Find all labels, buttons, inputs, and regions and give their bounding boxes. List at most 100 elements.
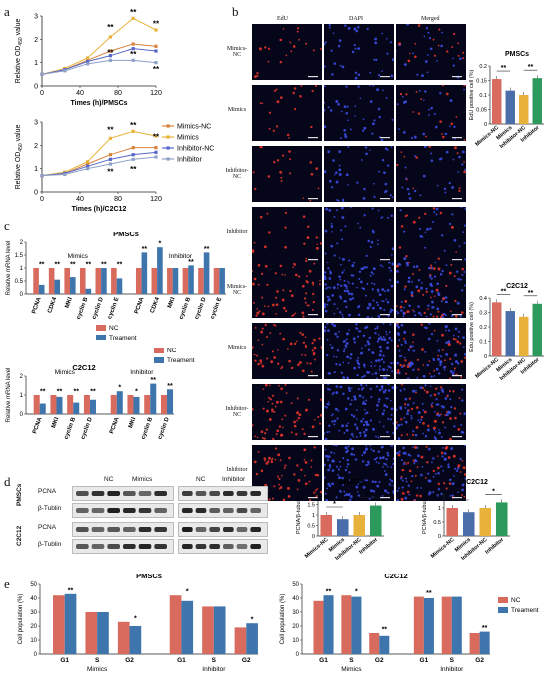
cell-dot	[327, 455, 331, 459]
cell-dot	[408, 276, 411, 279]
cell-dot	[426, 461, 429, 464]
blot-band	[195, 491, 207, 496]
category-label: Inhibitor	[484, 536, 505, 555]
category-label: MKI	[51, 416, 61, 429]
cell-dot	[279, 433, 283, 437]
significance-mark: **	[151, 377, 157, 384]
cell-dot	[411, 433, 414, 437]
data-point	[86, 162, 90, 166]
cell-dot	[452, 390, 455, 393]
cell-dot	[303, 432, 306, 436]
cell-dot	[403, 330, 407, 334]
cell-dot	[335, 391, 339, 395]
panel-label-c: c	[4, 218, 10, 233]
cell-dot	[361, 347, 363, 350]
cell-dot	[442, 316, 445, 318]
blot-band	[154, 491, 167, 496]
cell-dot	[382, 368, 386, 371]
cell-dot	[391, 370, 394, 373]
cell-dot	[455, 270, 459, 273]
bar-treament	[116, 278, 123, 294]
cell-dot	[341, 216, 345, 219]
cell-dot	[253, 353, 256, 356]
cell-dot	[343, 494, 346, 497]
cell-dot	[381, 32, 383, 35]
cell-dot	[445, 264, 448, 267]
bar-nc	[117, 621, 130, 654]
cell-dot	[461, 163, 464, 166]
bar-nc	[469, 633, 480, 654]
data-point	[154, 28, 158, 32]
cell-dot	[433, 393, 437, 397]
cell-dot	[345, 173, 349, 177]
cell-dot	[392, 422, 394, 425]
cell-dot	[403, 337, 406, 340]
cell-dot	[289, 158, 292, 161]
cell-dot	[349, 357, 352, 360]
cell-dot	[357, 491, 359, 493]
cell-dot	[418, 311, 421, 315]
cell-dot	[340, 207, 344, 210]
microscopy-image	[324, 146, 394, 202]
bar-nc	[64, 268, 70, 294]
cell-dot	[279, 332, 282, 335]
cell-dot	[273, 485, 276, 488]
cell-dot	[297, 363, 300, 367]
cell-dot	[362, 334, 365, 337]
cell-dot	[278, 477, 281, 481]
cell-dot	[384, 389, 387, 392]
cell-dot	[427, 54, 429, 56]
cell-dot	[376, 243, 379, 246]
cell-dot	[341, 257, 345, 261]
cell-dot	[429, 385, 432, 388]
y-tick-label: 10	[30, 638, 37, 644]
cell-dot	[344, 446, 348, 450]
cell-dot	[342, 340, 346, 343]
cell-dot	[435, 315, 439, 318]
blot-header-label: NC	[104, 476, 114, 483]
cell-dot	[433, 419, 437, 423]
cell-dot	[364, 479, 367, 482]
cell-dot	[372, 352, 375, 354]
cell-dot	[437, 414, 441, 417]
cell-dot	[396, 421, 398, 424]
cell-dot	[385, 331, 388, 333]
cell-dot	[398, 128, 400, 130]
cell-dot	[329, 344, 332, 346]
blot-strip	[178, 486, 268, 501]
cell-dot	[301, 284, 305, 288]
cell-dot	[259, 102, 262, 105]
cell-dot	[348, 282, 351, 285]
cell-dot	[342, 200, 345, 202]
cell-dot	[463, 161, 465, 163]
cell-dot	[344, 468, 348, 472]
cell-dot	[370, 240, 374, 244]
cell-dot	[265, 336, 268, 339]
chart-title: PMSCs	[505, 51, 529, 58]
cell-dot	[346, 458, 349, 462]
cell-dot	[406, 262, 409, 264]
cell-dot	[412, 265, 416, 269]
cell-dot	[464, 352, 466, 356]
cell-dot	[271, 394, 275, 397]
cell-dot	[353, 397, 357, 401]
panel-label-e: e	[4, 576, 10, 591]
cell-dot	[350, 399, 353, 401]
blot-strip	[178, 522, 268, 537]
cell-dot	[324, 42, 326, 46]
cell-dot	[425, 227, 429, 231]
cell-dot	[461, 267, 464, 271]
blot-strip	[72, 503, 174, 518]
cell-dot	[379, 456, 382, 460]
cell-dot	[346, 449, 350, 452]
cell-dot	[441, 269, 444, 273]
microscopy-image	[396, 207, 466, 263]
cell-dot	[416, 73, 419, 76]
series-line-inhibitor	[41, 156, 157, 177]
cell-dot	[451, 185, 455, 189]
cell-dot	[425, 315, 428, 318]
cell-dot	[437, 354, 439, 357]
blot-band	[250, 527, 261, 532]
cell-dot	[348, 389, 352, 392]
